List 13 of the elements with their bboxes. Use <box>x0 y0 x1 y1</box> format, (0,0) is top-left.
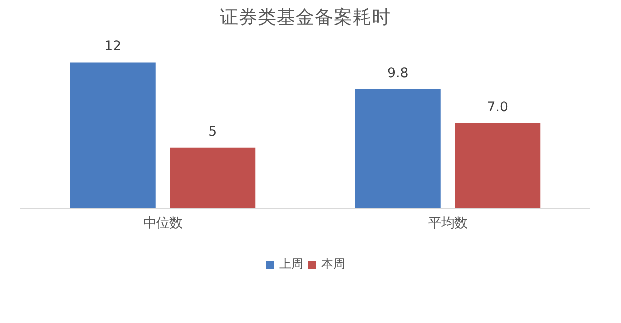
data-label: 12 <box>104 40 122 55</box>
data-label: 9.8 <box>388 66 409 82</box>
bar <box>70 62 156 209</box>
legend-label: 本周 <box>322 256 346 273</box>
legend-label: 上周 <box>280 256 304 273</box>
data-label: 5 <box>208 124 218 140</box>
x-tick-label: 中位数 <box>144 216 182 232</box>
x-tick-label: 平均数 <box>428 216 468 232</box>
data-label: 7.0 <box>487 100 508 116</box>
bar <box>355 89 441 209</box>
chart-title: 证券类基金备案耗时 <box>220 6 391 28</box>
bar <box>170 148 256 209</box>
bar <box>455 124 541 209</box>
